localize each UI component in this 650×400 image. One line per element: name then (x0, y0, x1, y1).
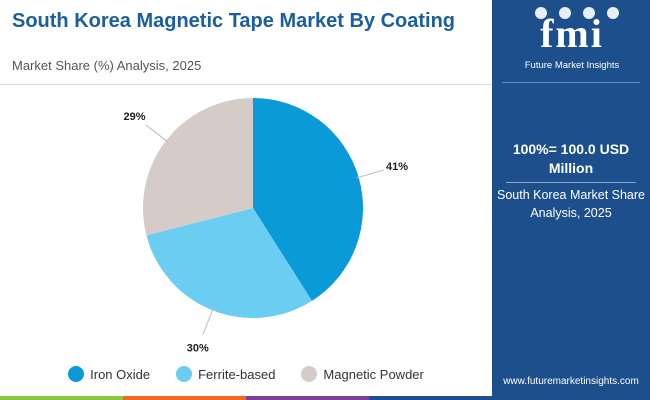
panel-divider (502, 82, 640, 83)
legend-swatch-iron-oxide (68, 366, 85, 382)
legend: Iron Oxide Ferrite-based Magnetic Powder (0, 366, 492, 382)
pie-slice-ferrite-based (146, 208, 312, 318)
legend-item-ferrite-based: Ferrite-based (176, 366, 275, 382)
slice-label-magnetic-powder: 29% (123, 111, 145, 123)
pie-chart: 41% 30% 29% (123, 98, 408, 354)
info-panel: fmi Future Market Insights 100%= 100.0 U… (492, 0, 650, 400)
legend-item-iron-oxide: Iron Oxide (68, 366, 150, 382)
bottom-bar-segment (246, 396, 369, 400)
panel-note: South Korea Market Share Analysis, 2025 (497, 188, 645, 220)
pie-slice-magnetic-powder (143, 98, 253, 236)
pie-slice-iron-oxide (253, 98, 363, 301)
leader-line-ferrite-based (202, 308, 214, 335)
website-link[interactable]: www.futuremarketinsights.com (503, 376, 639, 387)
bottom-bar-segment (0, 396, 123, 400)
bottom-bar-segment (123, 396, 246, 400)
legend-item-magnetic-powder: Magnetic Powder (301, 366, 424, 382)
legend-label-magnetic-powder: Magnetic Powder (323, 366, 424, 382)
logo-icons (535, 7, 619, 19)
leader-line-iron-oxide (356, 169, 384, 179)
market-total: 100%= 100.0 USD Million (512, 141, 630, 176)
logo-letters: fmi (540, 11, 604, 56)
legend-label-iron-oxide: Iron Oxide (90, 366, 151, 382)
fmi-logo: fmi Future Market Insights (510, 6, 634, 71)
bottom-bar-segment (369, 396, 492, 400)
legend-label-ferrite-based: Ferrite-based (198, 366, 276, 382)
chart-title: South Korea Magnetic Tape Market By Coat… (12, 10, 456, 32)
legend-swatch-magnetic-powder (301, 366, 318, 382)
chart-subtitle: Market Share (%) Analysis, 2025 (12, 58, 202, 73)
total-divider (506, 182, 636, 183)
bottom-color-bar (0, 396, 492, 400)
slice-label-iron-oxide: 41% (386, 161, 408, 173)
legend-swatch-ferrite-based (176, 366, 193, 382)
slice-label-ferrite-based: 30% (187, 342, 209, 354)
leader-line-magnetic-powder (145, 124, 169, 143)
logo-caption: Future Market Insights (524, 60, 620, 71)
header-divider (0, 84, 492, 85)
